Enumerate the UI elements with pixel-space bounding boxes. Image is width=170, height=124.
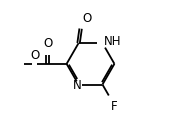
Text: N: N [73,79,82,92]
Text: O: O [43,37,52,50]
Text: F: F [111,100,118,113]
Text: NH: NH [104,35,121,48]
Text: O: O [30,49,39,62]
Text: O: O [83,12,92,25]
